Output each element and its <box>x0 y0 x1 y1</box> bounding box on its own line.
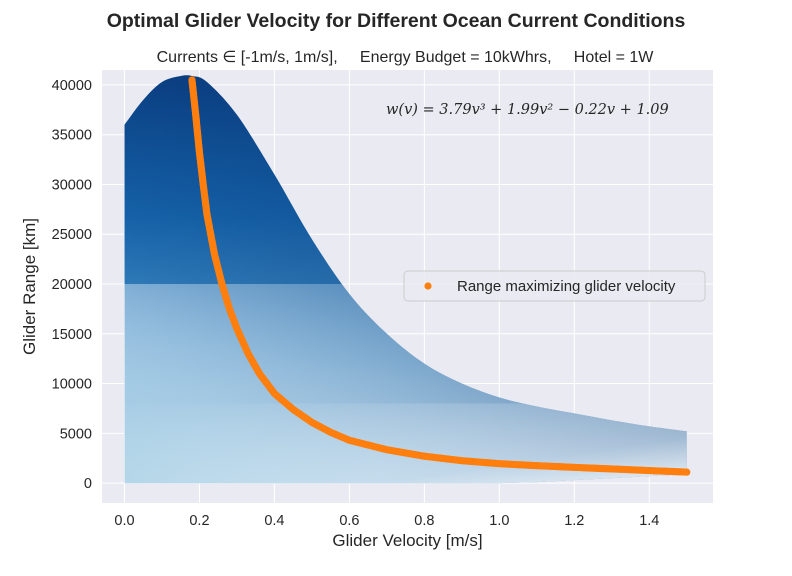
chart-subtitle: Currents ∈ [-1m/s, 1m/s], Energy Budget … <box>157 49 655 66</box>
y-tick-label: 10000 <box>52 377 92 393</box>
x-tick-label: 0.4 <box>264 513 284 529</box>
legend-box <box>403 270 706 302</box>
optimal-series <box>188 76 691 476</box>
formula-annotation: w(v) = 3.79v³ + 1.99v² − 0.22v + 1.09 <box>386 102 669 118</box>
y-tick-label: 40000 <box>52 78 92 94</box>
legend-label: Range maximizing glider velocity <box>457 278 676 295</box>
y-tick-label: 35000 <box>52 128 92 144</box>
x-tick-label: 0.8 <box>414 513 434 529</box>
x-tick-label: 0.0 <box>114 513 134 529</box>
y-tick-label: 15000 <box>52 327 92 343</box>
x-tick-label: 1.0 <box>489 513 509 529</box>
y-tick-label: 20000 <box>52 277 92 293</box>
x-axis-label: Glider Velocity [m/s] <box>332 531 482 550</box>
x-tick-label: 1.2 <box>564 513 584 529</box>
legend-marker <box>424 282 432 290</box>
y-axis-label: Glider Range [km] <box>20 218 39 355</box>
y-tick-label: 25000 <box>52 227 92 243</box>
y-tick-label: 30000 <box>52 177 92 193</box>
legend: Range maximizing glider velocity <box>403 270 706 302</box>
optimal-point <box>683 468 691 476</box>
x-tick-label: 0.2 <box>189 513 209 529</box>
y-tick-label: 0 <box>84 476 92 492</box>
x-tick-label: 0.6 <box>339 513 359 529</box>
chart-title: Optimal Glider Velocity for Different Oc… <box>107 10 686 32</box>
y-tick-label: 5000 <box>60 426 92 442</box>
x-tick-label: 1.4 <box>639 513 659 529</box>
ticks: 0.0 0.2 0.4 0.6 0.8 1.0 1.2 1.4 0 5000 10000 15000 2… <box>52 78 660 529</box>
